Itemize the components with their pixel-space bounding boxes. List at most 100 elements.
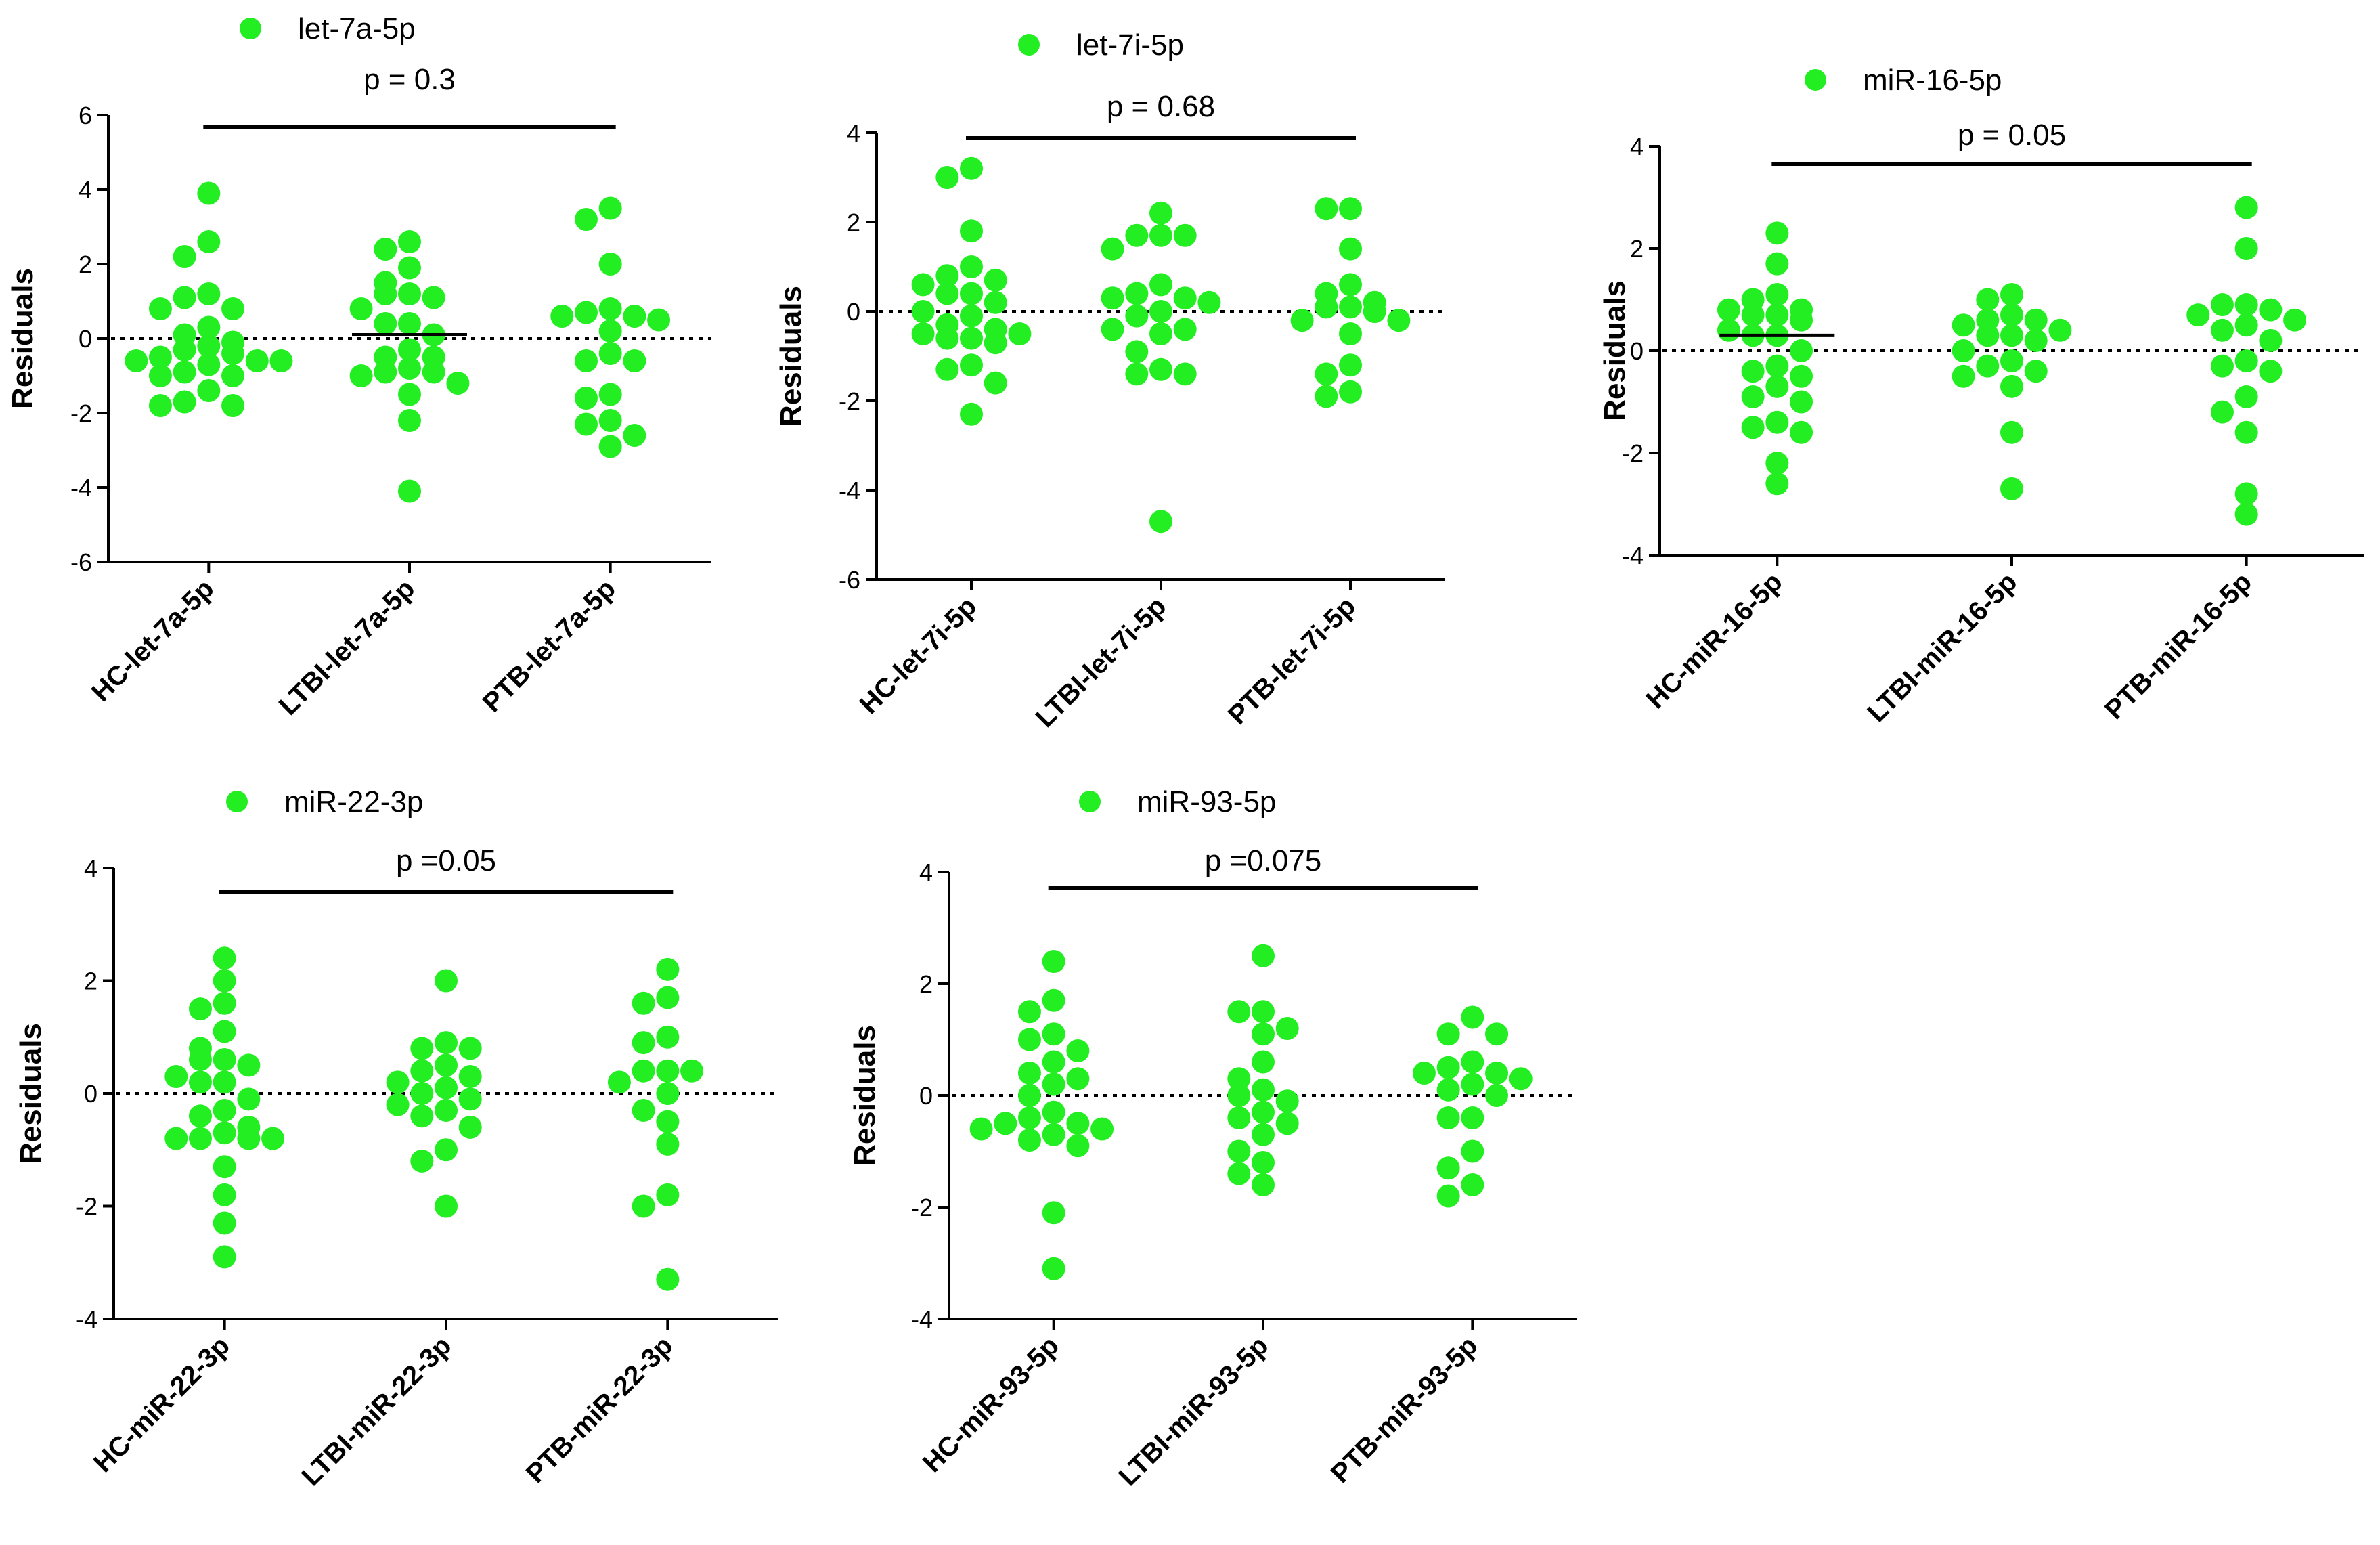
data-point [410, 1059, 434, 1083]
y-tick-label: -4 [70, 474, 92, 502]
data-point [374, 360, 397, 384]
y-tick-label: 0 [847, 298, 860, 326]
data-point [1741, 360, 1765, 383]
data-point [213, 1211, 236, 1235]
x-category-label: PTB-miR-93-5p [1325, 1330, 1484, 1489]
data-point [435, 1031, 458, 1055]
x-category-label: LTBI-let-7a-5p [273, 573, 421, 721]
data-point [349, 297, 373, 320]
data-point [1173, 223, 1197, 247]
y-ticks: 4 2 0 -2 -4 [1622, 133, 1660, 569]
data-point [1436, 1156, 1460, 1180]
y-tick-label: 4 [1630, 133, 1644, 160]
x-category-label: HC-let-7a-5p [86, 573, 220, 708]
y-axis-title: Residuals [848, 1025, 881, 1166]
data-point [1252, 1078, 1275, 1102]
data-point [1066, 1067, 1090, 1091]
data-point [984, 268, 1007, 292]
data-point [458, 1087, 482, 1111]
data-point [1101, 286, 1124, 310]
y-tick-label: -4 [76, 1305, 97, 1333]
p-value-label: p = 0.3 [363, 63, 456, 96]
data-point [435, 1053, 458, 1077]
data-point [1741, 303, 1765, 327]
data-point [1461, 1139, 1484, 1163]
data-point [1461, 1050, 1484, 1074]
data-point [1101, 237, 1124, 261]
data-point [1252, 1173, 1275, 1196]
data-point [374, 312, 397, 335]
data-point [1252, 1022, 1275, 1046]
x-category-label: HC-miR-16-5p [1641, 567, 1788, 714]
x-category-label: LTBI-miR-22-3p [296, 1330, 457, 1492]
y-tick-label: 0 [919, 1082, 933, 1110]
data-point [598, 342, 622, 365]
data-point [960, 156, 983, 180]
data-point [598, 320, 622, 343]
data-point [213, 1155, 236, 1179]
data-point [680, 1059, 704, 1083]
data-point [458, 1065, 482, 1089]
data-point [410, 1104, 434, 1128]
data-point [2259, 328, 2283, 352]
data-point [237, 1053, 261, 1077]
data-point [1461, 1072, 1484, 1096]
data-point [1461, 1106, 1484, 1129]
data-point [1227, 1067, 1251, 1091]
legend-marker [1018, 34, 1040, 56]
data-point [1125, 223, 1149, 247]
data-point [2234, 293, 2258, 317]
y-tick-label: 2 [919, 970, 933, 998]
data-point [1485, 1084, 1509, 1107]
data-point [1436, 1022, 1460, 1046]
data-point [1363, 300, 1386, 323]
data-point [1252, 1050, 1275, 1074]
p-value-label: p = 0.05 [1958, 118, 2066, 152]
data-point [656, 1025, 680, 1049]
data-point [148, 345, 172, 369]
data-point [1125, 340, 1149, 364]
data-point [550, 305, 574, 328]
panel-miR-22-3p: miR-22-3p p =0.05 Residuals 4 2 0 -2 -4 HC-m… [14, 785, 778, 1492]
data-point [398, 338, 421, 362]
data-point [1436, 1184, 1460, 1208]
data-point [1042, 950, 1065, 973]
data-point [632, 1194, 655, 1218]
p-value-label: p = 0.68 [1107, 90, 1215, 123]
data-point [2210, 293, 2234, 317]
y-tick-label: 0 [1630, 337, 1644, 365]
data-point [2024, 308, 2048, 332]
data-point [1275, 1112, 1299, 1135]
data-point [173, 286, 196, 309]
y-ticks: 6 4 2 0 -2 -4 -6 [70, 102, 108, 576]
data-point [197, 181, 221, 205]
data-point [984, 290, 1007, 314]
data-point [435, 969, 458, 993]
y-tick-label: -2 [70, 399, 92, 427]
data-point [221, 342, 245, 365]
data-point [1252, 1151, 1275, 1174]
data-point [574, 301, 598, 324]
data-point [1485, 1062, 1509, 1085]
data-point [386, 1093, 410, 1116]
y-axis-title: Residuals [14, 1023, 47, 1164]
y-tick-label: -4 [1622, 542, 1644, 569]
data-point [623, 305, 646, 328]
data-point [188, 1048, 212, 1072]
data-point [2000, 282, 2023, 306]
data-point [1042, 1201, 1065, 1225]
x-category-labels: HC-miR-16-5p LTBI-miR-16-5p PTB-miR-16-5p [1641, 555, 2257, 728]
data-point [1717, 298, 1740, 322]
data-point [1952, 339, 1975, 362]
data-point [960, 304, 983, 328]
legend-marker [226, 791, 248, 812]
data-point [1436, 1056, 1460, 1079]
data-point [2186, 303, 2210, 327]
y-tick-label: 4 [84, 854, 97, 882]
data-point [173, 360, 196, 384]
data-point [435, 1138, 458, 1162]
data-point [2000, 374, 2023, 398]
data-point [1339, 380, 1362, 404]
data-point [398, 409, 421, 432]
data-point [245, 349, 269, 372]
